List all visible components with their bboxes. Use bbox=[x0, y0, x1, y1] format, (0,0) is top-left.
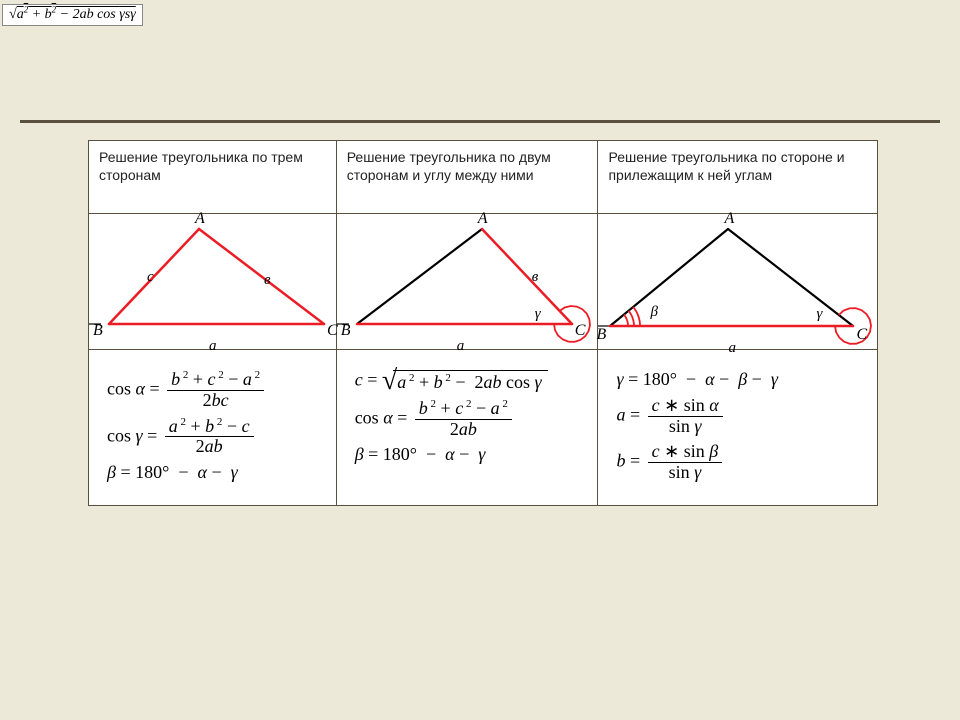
formula-3-1: γ = 180° − α − β − γ bbox=[616, 370, 865, 390]
diagram-3: ABCaβγ bbox=[598, 214, 877, 349]
formula-row: cos α = b 2 + c 2 − a 22bc cos γ = a 2 + … bbox=[89, 350, 878, 506]
formulas-2: c = a 2 + b 2 − 2ab cos γ cos α = b 2 + c… bbox=[337, 350, 598, 487]
angle-label-γ: γ bbox=[535, 306, 541, 323]
formula-2-2: cos α = b 2 + c 2 − a 22ab bbox=[355, 399, 586, 440]
vertex-label-A: A bbox=[724, 210, 734, 228]
formula-1-3: β = 180° − α − γ bbox=[107, 463, 324, 483]
header-1: Решение треугольника по трем сторонам bbox=[89, 141, 336, 213]
header-3: Решение треугольника по стороне и прилеж… bbox=[598, 141, 877, 213]
vertex-label-A: A bbox=[195, 210, 205, 228]
horizontal-rule bbox=[20, 120, 940, 123]
diagram-row: ABCaвc ABCaвγ ABCaβγ bbox=[89, 214, 878, 350]
formula-2-1: c = a 2 + b 2 − 2ab cos γ bbox=[355, 370, 586, 393]
vertex-label-C: C bbox=[856, 326, 867, 344]
vertex-label-B: B bbox=[341, 322, 351, 340]
angle-label-β: β bbox=[650, 304, 657, 321]
diagram-2: ABCaвγ bbox=[337, 214, 598, 349]
formula-3-2: a = c ∗ sin αsin γ bbox=[616, 396, 865, 437]
diagram-1: ABCaвc bbox=[89, 214, 336, 349]
vertex-label-A: A bbox=[478, 210, 488, 228]
angle-label-γ: γ bbox=[816, 306, 822, 323]
formula-1-1: cos α = b 2 + c 2 − a 22bc bbox=[107, 370, 324, 411]
vertex-label-B: B bbox=[596, 326, 606, 344]
edge-label-a: a bbox=[728, 340, 736, 357]
vertex-label-C: C bbox=[575, 322, 586, 340]
header-row: Решение треугольника по трем сторонам Ре… bbox=[89, 141, 878, 214]
edge-label-b: в bbox=[532, 269, 539, 286]
formulas-1: cos α = b 2 + c 2 − a 22bc cos γ = a 2 + … bbox=[89, 350, 336, 505]
header-2: Решение треугольника по двум сторонам и … bbox=[337, 141, 598, 213]
edge-label-b: в bbox=[264, 272, 271, 289]
corner-formula: √a2 + b2 − 2ab cos γsγ bbox=[2, 4, 143, 26]
vertex-label-B: B bbox=[93, 322, 103, 340]
edge-label-a: a bbox=[209, 338, 217, 355]
solutions-table: Решение треугольника по трем сторонам Ре… bbox=[88, 140, 878, 506]
formulas-3: γ = 180° − α − β − γ a = c ∗ sin αsin γ b … bbox=[598, 350, 877, 505]
formula-3-3: b = c ∗ sin βsin γ bbox=[616, 442, 865, 483]
formula-1-2: cos γ = a 2 + b 2 − c2ab bbox=[107, 417, 324, 458]
edge-label-c: c bbox=[147, 269, 154, 286]
edge-label-a: a bbox=[457, 338, 465, 355]
formula-2-3: β = 180° − α − γ bbox=[355, 445, 586, 465]
